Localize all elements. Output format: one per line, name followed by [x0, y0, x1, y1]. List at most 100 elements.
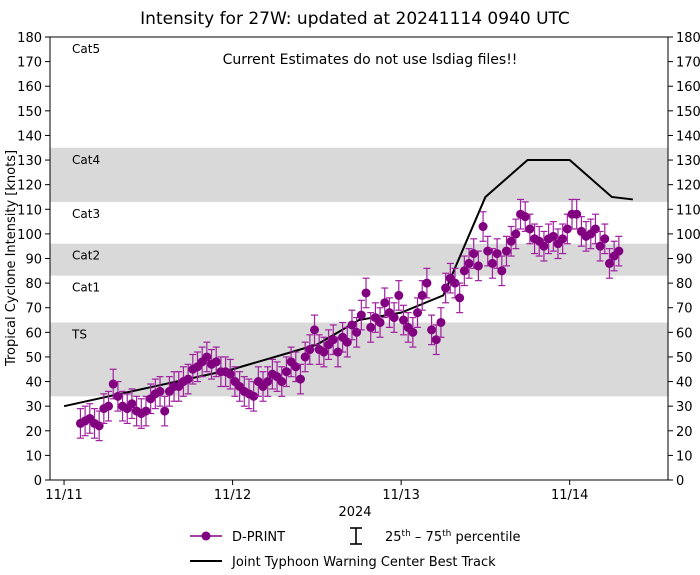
dprint-point [249, 391, 259, 401]
y-tick-label-right: 80 [676, 277, 693, 292]
legend-percentile: 25th – 75th percentile [385, 529, 520, 545]
dprint-point [389, 313, 399, 323]
y-tick-label: 90 [25, 253, 42, 268]
band-label-cat3: Cat3 [72, 207, 100, 221]
dprint-point [361, 288, 371, 298]
legend-besttrack: Joint Typhoon Warning Center Best Track [231, 555, 496, 570]
y-tick-label-right: 150 [676, 105, 700, 120]
dprint-point [277, 377, 287, 387]
band-label-cat4: Cat4 [72, 153, 100, 167]
dprint-point [572, 209, 582, 219]
legend-errorbar-icon [350, 527, 362, 545]
y-tick-label-right: 140 [676, 129, 700, 144]
y-tick-label: 30 [25, 400, 42, 415]
y-tick-label: 60 [25, 326, 42, 341]
dprint-point [160, 406, 170, 416]
legend: D-PRINT 25th – 75th percentile Joint Typ… [190, 527, 520, 570]
dprint-point [548, 231, 558, 241]
dprint-point [431, 335, 441, 345]
dprint-point [562, 224, 572, 234]
y-tick-label: 110 [17, 203, 42, 218]
dprint-point [281, 367, 291, 377]
band-label-ts: TS [71, 327, 87, 341]
dprint-point [506, 236, 516, 246]
y-tick-label: 140 [17, 129, 42, 144]
dprint-point [328, 335, 338, 345]
y-tick-label: 180 [17, 31, 42, 46]
dprint-point [413, 308, 423, 318]
dprint-point [94, 421, 104, 431]
band-cat4 [50, 147, 668, 202]
y-tick-label-right: 170 [676, 56, 700, 71]
y-tick-label-right: 10 [676, 449, 693, 464]
dprint-point [492, 249, 502, 259]
band-label-cat5: Cat5 [72, 42, 100, 56]
y-axis-label: Tropical Cyclone Intensity [knots] [4, 150, 19, 367]
y-tick-label-right: 180 [676, 31, 700, 46]
y-tick-label-right: 120 [676, 179, 700, 194]
dprint-point [501, 246, 511, 256]
y-tick-label: 80 [25, 277, 42, 292]
dprint-point [520, 212, 530, 222]
y-tick-label-right: 30 [676, 400, 693, 415]
y-tick-label: 20 [25, 425, 42, 440]
dprint-point [614, 246, 624, 256]
y-tick-label-right: 110 [676, 203, 700, 218]
dprint-point [295, 374, 305, 384]
dprint-point [141, 406, 151, 416]
dprint-point [478, 222, 488, 232]
y-tick-label: 50 [25, 351, 42, 366]
dprint-point [352, 327, 362, 337]
dprint-point [291, 362, 301, 372]
dprint-point [473, 261, 483, 271]
y-tick-label-right: 90 [676, 253, 693, 268]
y-tick-label: 40 [25, 376, 42, 391]
dprint-point [375, 317, 385, 327]
band-label-cat2: Cat2 [72, 249, 100, 263]
x-tick-label: 11/14 [551, 488, 588, 503]
y-tick-label: 160 [17, 80, 42, 95]
dprint-point [342, 337, 352, 347]
dprint-point [469, 249, 479, 259]
legend-dprint-marker [201, 531, 211, 541]
dprint-point [427, 325, 437, 335]
y-tick-label-right: 50 [676, 351, 693, 366]
dprint-point [104, 401, 114, 411]
dprint-point [604, 258, 614, 268]
dprint-point [398, 315, 408, 325]
dprint-point [183, 374, 193, 384]
dprint-point [539, 241, 549, 251]
dprint-point [380, 298, 390, 308]
dprint-point [310, 325, 320, 335]
y-tick-label: 120 [17, 179, 42, 194]
y-tick-label-right: 20 [676, 425, 693, 440]
dprint-point [558, 234, 568, 244]
dprint-point [417, 290, 427, 300]
dprint-point [347, 320, 357, 330]
y-tick-label-right: 40 [676, 376, 693, 391]
dprint-point [300, 352, 310, 362]
dprint-point [113, 391, 123, 401]
band-label-cat1: Cat1 [72, 281, 100, 295]
y-tick-label: 70 [25, 302, 42, 317]
band-cat2 [50, 243, 668, 276]
y-tick-label: 10 [25, 449, 42, 464]
y-tick-label-right: 70 [676, 302, 693, 317]
y-tick-label-right: 130 [676, 154, 700, 169]
best-track-line [63, 159, 634, 408]
dprint-point [450, 278, 460, 288]
dprint-point [127, 399, 137, 409]
annotation: Current Estimates do not use lsdiag file… [223, 52, 518, 68]
dprint-point [394, 290, 404, 300]
dprint-point [487, 258, 497, 268]
dprint-point [366, 322, 376, 332]
y-tick-label-right: 100 [676, 228, 700, 243]
dprint-point [211, 357, 221, 367]
y-tick-label: 150 [17, 105, 42, 120]
dprint-point [595, 241, 605, 251]
y-tick-label: 130 [17, 154, 42, 169]
dprint-point [422, 278, 432, 288]
legend-dprint: D-PRINT [232, 530, 285, 545]
dprint-point [600, 234, 610, 244]
